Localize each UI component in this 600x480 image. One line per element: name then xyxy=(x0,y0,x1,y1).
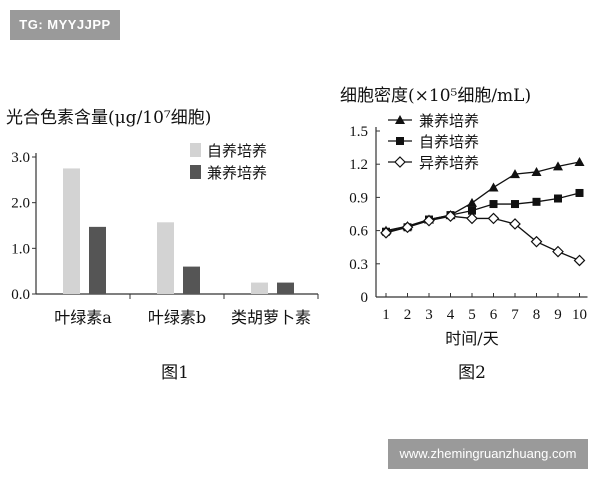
line-y-tick-label: 0.3 xyxy=(349,257,368,273)
line-point xyxy=(467,197,477,207)
line-series xyxy=(385,192,580,233)
bar-category-label: 叶绿素b xyxy=(148,308,206,327)
line-legend-label: 异养培养 xyxy=(419,154,479,172)
line-x-tick-label: 7 xyxy=(511,307,519,323)
line-x-tick-label: 3 xyxy=(425,307,433,323)
line-point xyxy=(531,166,542,176)
line-point xyxy=(574,156,585,166)
bar-category-label: 类胡萝卜素 xyxy=(231,308,311,327)
line-series xyxy=(385,161,580,232)
bar-y-tick-label: 0.0 xyxy=(11,287,30,303)
line-y-tick-label: 1.5 xyxy=(349,124,368,140)
line-point xyxy=(380,226,392,239)
line-point xyxy=(530,235,543,248)
line-point xyxy=(552,245,564,258)
bar-legend-swatch xyxy=(190,143,201,157)
line-point xyxy=(468,206,476,215)
bar-y-tick-label: 3.0 xyxy=(11,150,30,166)
bar xyxy=(251,282,268,294)
bar-legend-swatch xyxy=(190,165,201,179)
bar-chart-title: 光合色素含量(μg/10⁷细胞) xyxy=(6,108,211,128)
line-chart-title: 细胞密度(×10⁵细胞/mL) xyxy=(340,86,531,106)
line-x-tick-label: 1 xyxy=(382,307,390,323)
watermark-bottom: www.zhemingruanzhuang.com xyxy=(388,439,588,469)
line-x-tick-label: 8 xyxy=(533,307,541,323)
line-point xyxy=(575,188,584,197)
line-legend-marker xyxy=(395,115,405,124)
line-x-tick-label: 5 xyxy=(468,307,476,323)
line-point xyxy=(553,161,563,171)
line-x-axis-label: 时间/天 xyxy=(445,329,498,348)
bar-legend-label: 自养培养 xyxy=(207,142,267,160)
bar xyxy=(89,226,106,294)
bar xyxy=(63,168,80,294)
line-x-tick-label: 4 xyxy=(447,307,455,323)
line-point xyxy=(554,194,562,203)
line-legend-marker xyxy=(394,156,406,168)
line-y-tick-label: 0.9 xyxy=(349,190,368,206)
line-series xyxy=(385,215,580,262)
line-legend-label: 自养培养 xyxy=(419,133,479,151)
line-x-tick-label: 6 xyxy=(490,307,498,323)
bar-figure-caption: 图1 xyxy=(161,363,189,383)
bar xyxy=(157,222,174,294)
line-figure-caption: 图2 xyxy=(458,363,486,383)
bar xyxy=(183,266,200,294)
bar-y-tick-label: 1.0 xyxy=(11,241,30,257)
line-point xyxy=(487,212,500,225)
line-point xyxy=(510,169,520,179)
line-x-tick-label: 10 xyxy=(572,307,587,323)
watermark-top: TG: MYYJJPP xyxy=(10,10,120,40)
line-point xyxy=(401,221,414,234)
line-y-tick-label: 0 xyxy=(361,290,369,306)
bar-legend-label: 兼养培养 xyxy=(207,164,267,182)
line-point xyxy=(511,200,519,209)
bar-category-label: 叶绿素a xyxy=(54,308,112,327)
line-point xyxy=(444,210,457,223)
line-point xyxy=(509,218,521,230)
line-point xyxy=(488,182,499,192)
line-point xyxy=(573,254,586,267)
line-legend-marker xyxy=(396,137,404,145)
bar-y-tick-label: 2.0 xyxy=(11,196,30,212)
bar xyxy=(277,282,294,294)
line-point xyxy=(532,197,541,206)
line-y-tick-label: 0.6 xyxy=(349,224,368,240)
line-y-tick-label: 1.2 xyxy=(349,157,368,173)
line-x-tick-label: 2 xyxy=(404,307,412,323)
line-point xyxy=(466,212,478,225)
line-point xyxy=(423,214,435,227)
line-point xyxy=(489,200,498,209)
line-x-tick-label: 9 xyxy=(554,307,562,323)
line-legend-label: 兼养培养 xyxy=(419,112,479,130)
